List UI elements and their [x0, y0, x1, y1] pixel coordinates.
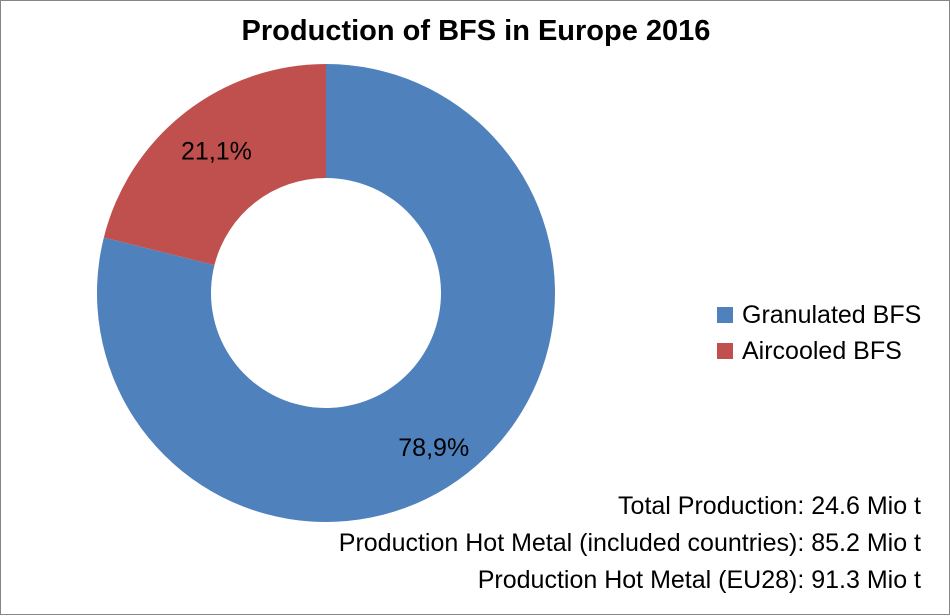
legend-item-aircooled: Aircooled BFS	[717, 333, 921, 369]
note-hot-metal-included: Production Hot Metal (included countries…	[338, 529, 921, 557]
donut-data-labels: 78,9% 21,1%	[181, 137, 469, 462]
data-label-granulated: 78,9%	[398, 434, 469, 462]
donut-slice-granulated	[97, 64, 555, 522]
production-notes: Total Production: 24.6 Mio t Production …	[339, 488, 921, 599]
legend-label-aircooled: Aircooled BFS	[742, 336, 902, 365]
donut-slices	[97, 64, 555, 522]
legend-swatch-aircooled	[717, 343, 733, 359]
legend-label-granulated: Granulated BFS	[742, 300, 922, 329]
donut-slice-aircooled	[103, 64, 327, 266]
chart-title: Production of BFS in Europe 2016	[241, 15, 711, 47]
legend: Granulated BFS Aircooled BFS	[717, 297, 921, 369]
note-hot-metal-eu28: Production Hot Metal (EU28): 91.3 Mio t	[477, 566, 921, 594]
legend-swatch-granulated	[717, 307, 733, 323]
note-total-production: Total Production: 24.6 Mio t	[618, 492, 921, 520]
legend-item-granulated: Granulated BFS	[717, 297, 921, 333]
data-label-aircooled: 21,1%	[181, 137, 252, 165]
